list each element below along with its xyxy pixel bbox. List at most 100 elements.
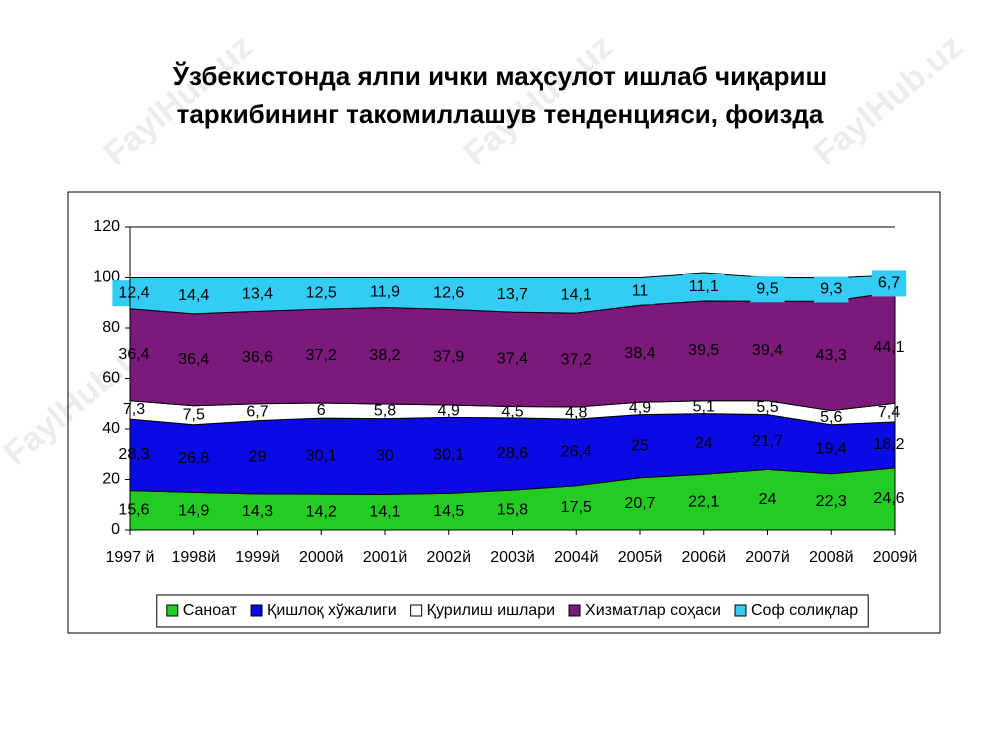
value-label: 17,5 xyxy=(561,499,592,516)
legend-label: Қишлоқ хўжалиги xyxy=(267,602,397,619)
value-label: 22,3 xyxy=(816,493,847,510)
value-label: 30 xyxy=(376,448,394,465)
legend: Саноат Қишлоқ хўжалиги Қурилиш ишлари Хизма… xyxy=(156,594,869,628)
label-bg xyxy=(871,270,907,297)
legend-label: Саноат xyxy=(183,602,238,619)
value-label: 28,6 xyxy=(497,445,528,462)
value-label-box: 14,1 xyxy=(554,282,598,309)
value-label-box: 14,4 xyxy=(172,282,216,309)
legend-swatch xyxy=(166,604,179,617)
x-tick-label: 2006й xyxy=(681,549,726,566)
value-label: 4,5 xyxy=(501,403,523,420)
value-label: 15,8 xyxy=(497,501,528,518)
chart-title: таркибининг такомиллашув тенденцияси, фо… xyxy=(177,99,824,129)
value-label: 21,7 xyxy=(752,433,783,450)
value-label: 5,5 xyxy=(756,399,778,416)
value-label: 37,2 xyxy=(561,351,592,368)
value-label: 39,4 xyxy=(752,342,783,359)
value-label: 20,7 xyxy=(624,495,655,512)
value-label: 4,8 xyxy=(565,404,587,421)
label-bg xyxy=(625,278,655,305)
value-label: 38,2 xyxy=(369,347,400,364)
value-label: 9,3 xyxy=(820,281,842,298)
value-label: 4,9 xyxy=(438,402,460,419)
x-tick-label: 2004й xyxy=(554,549,599,566)
label-bg xyxy=(750,276,785,303)
value-label: 13,7 xyxy=(497,286,528,303)
y-tick-label: 120 xyxy=(93,218,120,235)
value-label: 24 xyxy=(695,435,713,452)
value-label-box: 11,9 xyxy=(364,279,406,306)
value-label: 28,3 xyxy=(118,446,149,463)
value-label-box: 12,4 xyxy=(112,280,156,307)
value-label: 12,6 xyxy=(433,285,464,302)
value-label-box: 9,3 xyxy=(814,276,849,303)
value-label: 37,9 xyxy=(433,348,464,365)
value-label: 9,5 xyxy=(756,280,778,297)
value-label: 30,1 xyxy=(306,447,337,464)
label-bg xyxy=(814,276,849,303)
value-label: 11,1 xyxy=(689,278,719,295)
value-label: 44,1 xyxy=(873,339,904,356)
x-tick-label: 1999й xyxy=(235,549,280,566)
value-label: 24 xyxy=(759,491,777,508)
value-label: 5,6 xyxy=(820,409,842,426)
value-label: 12,5 xyxy=(306,285,337,302)
legend-swatch xyxy=(734,604,747,617)
value-label: 24,6 xyxy=(873,490,904,507)
value-label: 11 xyxy=(632,283,649,300)
value-label: 39,5 xyxy=(688,342,719,359)
value-label: 26,8 xyxy=(178,450,209,467)
value-label-box: 12,6 xyxy=(427,280,471,307)
legend-label: Қурилиш ишлари xyxy=(427,602,555,619)
label-bg xyxy=(112,280,156,307)
chart-frame xyxy=(67,191,941,634)
y-tick-label: 40 xyxy=(102,420,120,437)
value-label-box: 9,5 xyxy=(750,276,785,303)
value-label: 38,4 xyxy=(624,345,655,362)
value-label-box: 13,4 xyxy=(235,281,280,308)
x-tick-label: 2005й xyxy=(618,549,663,566)
x-tick-label: 2007й xyxy=(745,549,790,566)
x-tick-label: 1997 й xyxy=(106,549,155,566)
value-label: 14,4 xyxy=(178,287,209,304)
value-label: 7,5 xyxy=(183,406,205,423)
value-label: 37,2 xyxy=(306,347,337,364)
x-tick-label: 2009й xyxy=(873,549,918,566)
legend-swatch xyxy=(410,604,423,617)
x-tick-label: 1998й xyxy=(171,549,216,566)
value-label: 14,1 xyxy=(369,503,400,520)
label-bg xyxy=(235,281,280,308)
value-label-box: 12,5 xyxy=(299,280,343,307)
value-label: 14,2 xyxy=(306,503,337,520)
value-label: 29 xyxy=(249,448,267,465)
value-label: 36,4 xyxy=(178,351,209,368)
value-label-box: 6,7 xyxy=(871,270,907,297)
label-bg xyxy=(554,282,598,309)
x-tick-label: 2001й xyxy=(363,549,408,566)
value-label-box: 13,7 xyxy=(490,281,535,308)
value-label-box: 11,1 xyxy=(682,273,725,300)
value-label: 14,5 xyxy=(433,503,464,520)
value-label: 18,2 xyxy=(873,436,904,453)
value-label: 6,7 xyxy=(878,275,900,292)
value-label: 14,9 xyxy=(178,502,209,519)
y-tick-label: 80 xyxy=(102,319,120,336)
value-label: 36,4 xyxy=(118,346,149,363)
value-label: 19,4 xyxy=(816,440,847,457)
label-bg xyxy=(299,280,343,307)
legend-label: Соф солиқлар xyxy=(751,602,858,619)
value-label: 15,6 xyxy=(118,502,149,519)
value-label: 36,6 xyxy=(242,349,273,366)
label-bg xyxy=(490,281,535,308)
y-tick-label: 0 xyxy=(111,521,120,538)
legend-swatch xyxy=(250,604,263,617)
value-label: 30,1 xyxy=(433,447,464,464)
x-tick-label: 2008й xyxy=(809,549,854,566)
value-label-box: 11 xyxy=(625,278,655,305)
label-bg xyxy=(172,282,216,309)
x-tick-label: 2000й xyxy=(299,549,344,566)
value-label: 26,4 xyxy=(561,444,592,461)
value-label: 25 xyxy=(631,437,649,454)
